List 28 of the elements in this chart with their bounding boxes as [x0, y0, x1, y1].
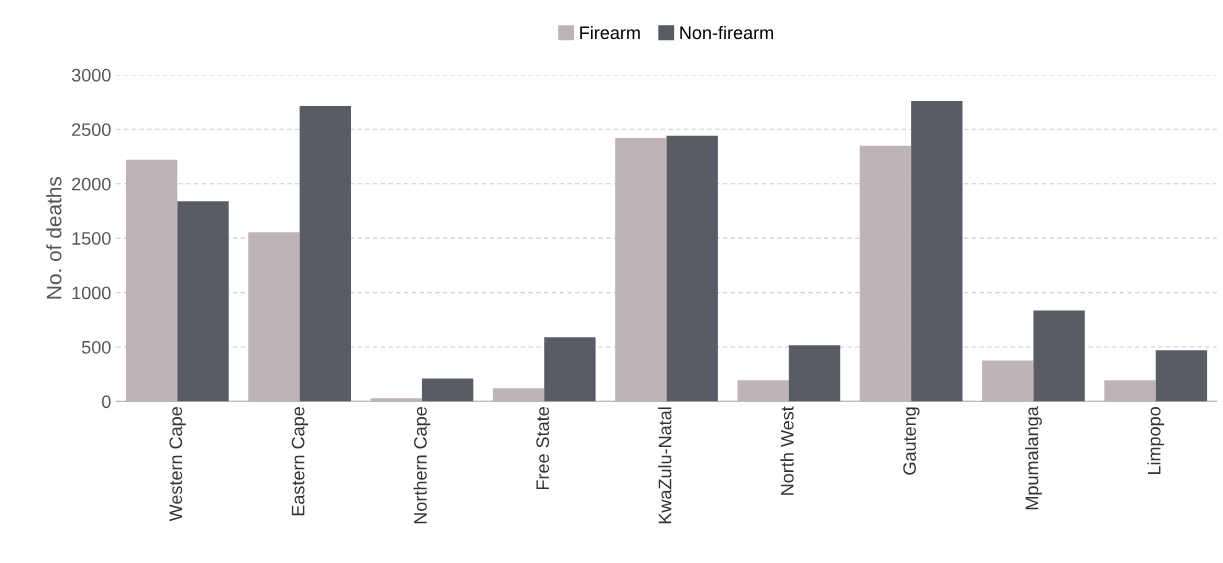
x-tick-label: Mpumalanga — [1025, 406, 1042, 510]
x-tick-label: Free State — [536, 407, 550, 490]
bar — [788, 345, 841, 402]
y-tick-label: 2500 — [72, 123, 111, 137]
x-tick-label: Eastern Cape — [291, 407, 309, 516]
legend-label: Non-firearm — [680, 25, 773, 40]
x-tick-label: KwaZulu-Natal — [658, 407, 672, 524]
bar — [177, 201, 229, 402]
bar — [421, 378, 474, 402]
y-tick-label: 500 — [81, 340, 111, 354]
x-tick-label: Gauteng — [903, 407, 920, 475]
x-tick-label: Western Cape — [169, 407, 186, 522]
y-tick-label: 3000 — [71, 68, 111, 82]
x-tick-label: Limpopo — [1147, 407, 1165, 475]
y-tick-label: 0 — [101, 395, 111, 409]
x-tick-label: Northern Cape — [413, 407, 431, 524]
bar — [544, 337, 596, 402]
bar — [911, 101, 963, 402]
y-tick-label: 2000 — [72, 177, 111, 191]
bar — [299, 105, 351, 402]
bar — [666, 135, 718, 402]
y-tick-label: 1500 — [72, 232, 111, 245]
y-axis-title: No. of deaths — [46, 176, 62, 299]
legend-label: Firearm — [580, 25, 640, 40]
y-tick-label: 1000 — [72, 286, 111, 300]
bar — [1033, 310, 1085, 402]
x-tick-label: North West — [780, 406, 794, 495]
bar — [1155, 350, 1208, 402]
